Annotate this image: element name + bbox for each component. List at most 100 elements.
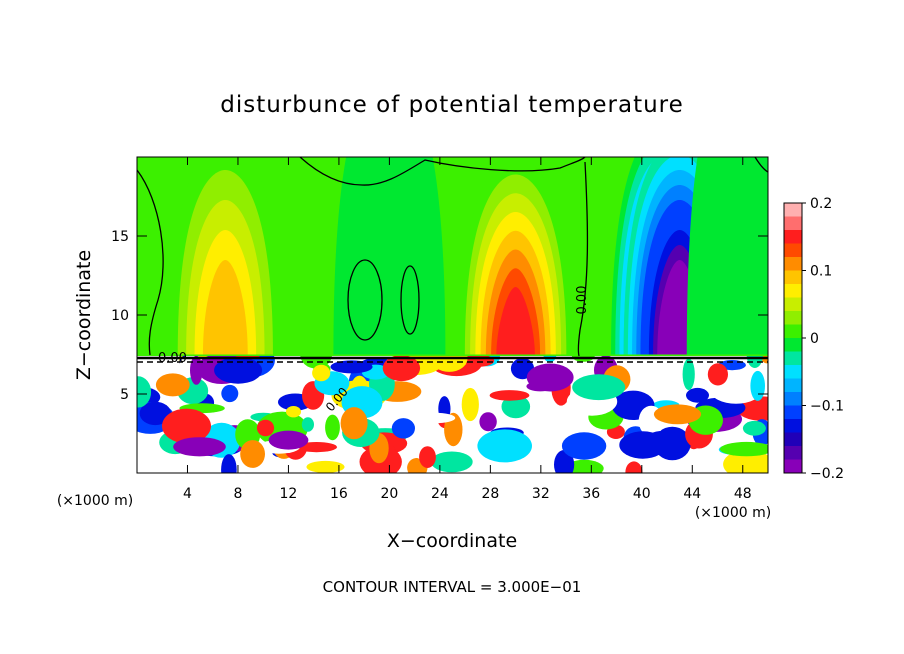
x-tick-label: 8: [233, 486, 242, 502]
contour-interval-note: CONTOUR INTERVAL = 3.000E−01: [323, 578, 582, 596]
colorbar-tick-label: 0.1: [810, 264, 832, 280]
turbulence-patch: [286, 406, 301, 418]
colorbar-swatch: [784, 459, 802, 474]
turbulence-patch: [306, 460, 345, 473]
turbulence-patch: [707, 363, 729, 386]
colorbar-swatch: [784, 243, 802, 258]
turbulence-patch: [325, 414, 340, 441]
colorbar-swatch: [784, 338, 802, 352]
contour-top: [299, 157, 586, 186]
upper-layer-4-0: [333, 157, 446, 355]
turbulence-patch: [686, 387, 709, 403]
colorbar-swatch: [784, 311, 802, 325]
x-tick-label: 44: [683, 486, 701, 502]
turbulence-patch: [221, 454, 237, 473]
x-tick-label: 28: [481, 486, 499, 502]
turbulence-patch: [742, 420, 766, 436]
turbulence-patch: [268, 430, 309, 450]
colorbar-swatch: [784, 324, 802, 339]
y-axis: 5 10 15: [111, 229, 768, 403]
x-tick-label: 20: [380, 486, 398, 502]
chart-title: disturbunce of potential temperature: [220, 92, 684, 118]
colorbar-swatch: [784, 378, 802, 393]
turbulence-patch: [526, 363, 574, 392]
turbulence-patch: [221, 384, 239, 403]
turbulence-patch: [240, 440, 265, 468]
turbulence-patch: [501, 395, 531, 419]
turbulence-patch: [750, 370, 765, 401]
contour-right: [754, 157, 768, 173]
colorbar-swatch: [784, 284, 802, 298]
colorbar-swatch: [784, 351, 802, 366]
colorbar-swatch: [784, 216, 802, 231]
colorbar-swatch: [784, 297, 802, 312]
turbulence-patch: [137, 376, 152, 408]
turbulence-patch: [625, 461, 643, 473]
turbulence-patch: [430, 451, 473, 473]
x-tick-label: 4: [183, 486, 192, 502]
turbulence-patch: [137, 358, 160, 381]
colorbar-swatch: [784, 405, 802, 420]
turbulence-patch: [162, 408, 211, 444]
turbulence-patch: [413, 412, 456, 424]
turbulence-patch: [419, 446, 436, 468]
turbulence-patch: [720, 441, 768, 457]
turbulence-patch: [340, 407, 368, 440]
turbulence-patch: [139, 401, 171, 426]
x-axis-label: X−coordinate: [387, 530, 517, 552]
x-tick-label: 32: [532, 486, 550, 502]
colorbar-swatch: [784, 257, 802, 271]
plot-area: 0.00 0.00 0.00: [137, 157, 768, 473]
colorbar-tick-label: −0.2: [810, 466, 844, 482]
colorbar-swatch: [784, 270, 802, 285]
contour-label-2: 0.00: [575, 286, 590, 315]
upper-layer-0-4: [202, 260, 248, 355]
colorbar-swatch: [784, 392, 802, 406]
y-tick-label: 10: [111, 308, 129, 324]
colorbar-swatch: [784, 419, 802, 433]
x-tick-label: 16: [330, 486, 348, 502]
colorbar-tick-label: 0: [810, 331, 819, 347]
turbulence-patch: [330, 360, 373, 374]
contour-left: [137, 169, 164, 356]
turbulence-patch: [564, 459, 604, 473]
turbulence-patch: [479, 412, 497, 432]
colorbar-tick-label: 0.2: [810, 196, 832, 212]
colorbar-ticks: 0.2 0.1 0 −0.1 −0.2: [802, 196, 844, 482]
turbulence-patch: [477, 429, 532, 463]
colorbar: [783, 202, 803, 474]
y-tick-label: 15: [111, 229, 129, 245]
x-tick-label: 40: [633, 486, 651, 502]
turbulence-patch: [256, 419, 275, 437]
upper-layer-5-0: [686, 157, 768, 355]
turbulence-patch: [312, 364, 331, 382]
turbulence-patch: [489, 390, 530, 401]
turbulence-patch: [710, 377, 762, 404]
x-tick-label: 24: [431, 486, 449, 502]
colorbar-swatch: [784, 203, 802, 217]
turbulence-patch: [173, 437, 226, 457]
x-unit-left: (×1000 m): [57, 493, 133, 509]
contour-loop-1: [347, 259, 383, 341]
turbulence-patch: [561, 432, 607, 460]
turbulence-patch: [572, 374, 626, 401]
colorbar-swatch: [784, 446, 802, 460]
upper-field-layers: [169, 157, 768, 355]
turbulence-patch: [653, 404, 702, 425]
contour-lines: [137, 157, 768, 363]
x-axis: 4 8 12 16 20 24 28 32 36 40 44 48: [183, 157, 752, 502]
x-tick-label: 36: [582, 486, 600, 502]
turbulence-patch: [682, 358, 695, 391]
colorbar-swatch: [784, 432, 802, 447]
turbulence-patch: [391, 418, 415, 439]
x-tick-label: 48: [734, 486, 752, 502]
turbulence-patch: [619, 431, 667, 459]
turbulence-patch: [461, 387, 479, 422]
x-tick-label: 12: [280, 486, 298, 502]
y-tick-label: 5: [120, 387, 129, 403]
turbulence-patch: [430, 356, 468, 372]
contour-loop-2: [400, 265, 420, 335]
colorbar-tick-label: −0.1: [810, 399, 844, 415]
turbulence-patch: [301, 417, 314, 432]
contour-middle: [577, 161, 589, 357]
